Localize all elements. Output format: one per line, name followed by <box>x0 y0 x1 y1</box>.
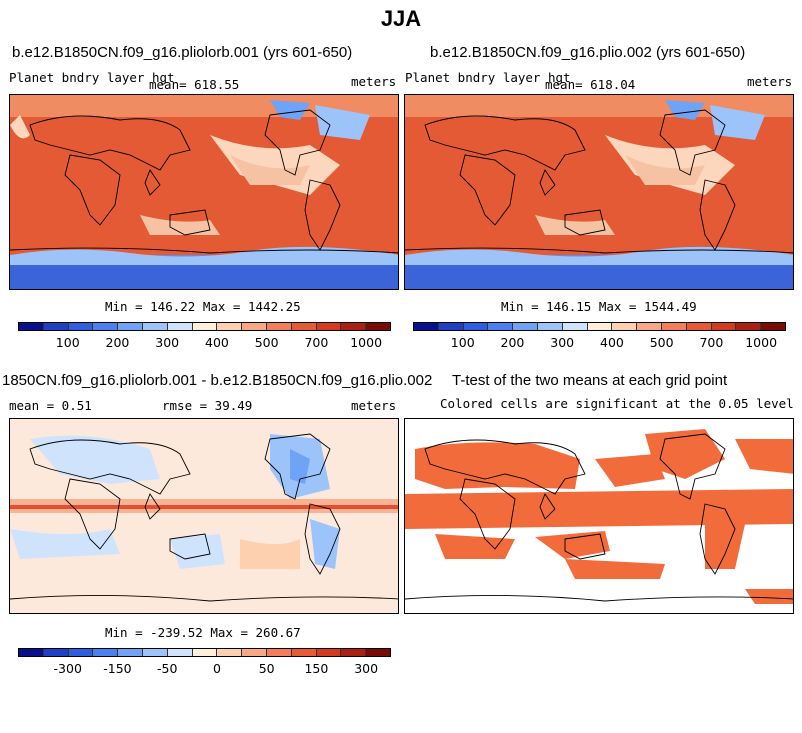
panel1-colorbar-tick-label: 300 <box>155 335 180 350</box>
panel3-colorbar-swatch <box>167 649 193 656</box>
panel2-colorbar-tick-label: 300 <box>550 335 575 350</box>
panel3-colorbar-swatch <box>217 649 243 656</box>
panel1-colorbar-swatch <box>192 323 218 330</box>
panel1-colorbar-tick-label: 100 <box>55 335 80 350</box>
panel2-colorbar-swatch <box>562 323 588 330</box>
panel2-colorbar-tick-label: 200 <box>500 335 525 350</box>
panel1-colorbar-swatch <box>93 323 119 330</box>
panel1-colorbar-swatch <box>366 323 390 330</box>
panel2-colorbar-swatch <box>686 323 712 330</box>
panel2-colorbar-tick-label: 700 <box>699 335 724 350</box>
panel1-colorbar-swatch <box>19 323 44 330</box>
panel3-colorbar-tick-label: 0 <box>212 661 221 676</box>
panel3-colorbar-swatch <box>291 649 317 656</box>
panel1-colorbar-swatch <box>242 323 267 330</box>
panel1-units: meters <box>351 74 397 89</box>
panel3-colorbar-swatch <box>142 649 168 656</box>
panel3-units: meters <box>351 398 397 413</box>
panel3-colorbar-tick-label: 50 <box>258 661 275 676</box>
panel3-colorbar-tick-label: 150 <box>304 661 329 676</box>
panel3-colorbar-tick-label: -300 <box>53 661 82 676</box>
panel1-colorbar-tick-label: 200 <box>105 335 130 350</box>
panel3-colorbar-swatch <box>118 649 143 656</box>
panel1-colorbar-swatch <box>217 323 243 330</box>
panel2-units: meters <box>747 74 793 89</box>
panel2-variable: Planet bndry layer hgt <box>405 70 571 85</box>
panel1-colorbar-swatch <box>316 323 342 330</box>
panel2-map <box>404 94 794 290</box>
panel1-colorbar-swatch <box>43 323 69 330</box>
panel3-colorbar-tick-label: 300 <box>354 661 379 676</box>
panel3-colorbar-swatch <box>68 649 94 656</box>
panel2-colorbar-swatch <box>711 323 737 330</box>
panel1-stats: Min = 146.22 Max = 1442.25 <box>105 299 301 314</box>
panel3-colorbar-swatch <box>192 649 218 656</box>
panel1-colorbar-tick-label: 500 <box>254 335 279 350</box>
panel1-colorbar-swatch <box>167 323 193 330</box>
panel1-colorbar-swatch <box>291 323 317 330</box>
panel2-colorbar-swatch <box>612 323 638 330</box>
figure-title: JJA <box>380 6 422 31</box>
panel2-colorbar-swatch <box>488 323 514 330</box>
panel1-colorbar-swatch <box>68 323 94 330</box>
panel3-title: 1850CN.f09_g16.pliolorb.001 - b.e12.B185… <box>2 372 433 389</box>
panel2-colorbar-swatch <box>587 323 613 330</box>
panel2-title: b.e12.B1850CN.f09_g16.plio.002 (yrs 601-… <box>430 44 746 61</box>
panel1-colorbar-swatch <box>142 323 168 330</box>
panel2-colorbar-swatch <box>438 323 464 330</box>
panel1-variable: Planet bndry layer hgt <box>9 70 175 85</box>
panel2-colorbar-swatch <box>661 323 687 330</box>
panel1-mean: mean= 618.55 <box>149 77 240 92</box>
panel3-colorbar-swatch <box>366 649 390 656</box>
panel2-mean: mean= 618.04 <box>545 77 636 92</box>
panel4-title: T-test of the two means at each grid poi… <box>452 372 728 389</box>
panel1-colorbar <box>18 322 391 331</box>
panel2-colorbar-swatch <box>761 323 785 330</box>
panel1-title: b.e12.B1850CN.f09_g16.pliolorb.001 (yrs … <box>12 44 353 61</box>
panel3-colorbar-tick-label: -50 <box>156 661 178 676</box>
panel3-map <box>9 418 399 614</box>
panel3-colorbar-swatch <box>19 649 44 656</box>
panel1-colorbar-swatch <box>118 323 143 330</box>
panel2-colorbar-swatch <box>637 323 662 330</box>
panel2-colorbar-swatch <box>736 323 762 330</box>
panel1-colorbar-swatch <box>266 323 292 330</box>
panel1-map <box>9 94 399 290</box>
panel3-stats: Min = -239.52 Max = 260.67 <box>105 625 301 640</box>
panel2-colorbar-swatch <box>537 323 563 330</box>
panel2-colorbar-tick-label: 500 <box>649 335 674 350</box>
panel3-colorbar-tick-label: -150 <box>103 661 132 676</box>
panel2-colorbar-swatch <box>414 323 439 330</box>
panel2-colorbar-tick-label: 100 <box>450 335 475 350</box>
panel2-colorbar-tick-label: 1000 <box>745 335 778 350</box>
panel4-map <box>404 418 794 614</box>
panel4-subtitle: Colored cells are significant at the 0.0… <box>440 396 794 411</box>
panel2-stats: Min = 146.15 Max = 1544.49 <box>501 299 697 314</box>
panel1-colorbar-tick-label: 400 <box>204 335 229 350</box>
panel3-mean: mean = 0.51 <box>9 398 92 413</box>
panel3-colorbar-swatch <box>266 649 292 656</box>
panel2-colorbar-tick-label: 400 <box>599 335 624 350</box>
panel2-colorbar <box>413 322 786 331</box>
panel1-colorbar-tick-label: 700 <box>304 335 329 350</box>
panel2-colorbar-swatch <box>463 323 489 330</box>
panel3-colorbar-swatch <box>43 649 69 656</box>
panel3-colorbar-swatch <box>341 649 367 656</box>
panel3-colorbar <box>18 648 391 657</box>
panel3-rmse: rmse = 39.49 <box>162 398 253 413</box>
panel1-colorbar-tick-label: 1000 <box>350 335 383 350</box>
panel1-colorbar-swatch <box>341 323 367 330</box>
panel3-colorbar-swatch <box>316 649 342 656</box>
panel3-colorbar-swatch <box>93 649 119 656</box>
panel2-colorbar-swatch <box>513 323 538 330</box>
panel3-colorbar-swatch <box>242 649 267 656</box>
